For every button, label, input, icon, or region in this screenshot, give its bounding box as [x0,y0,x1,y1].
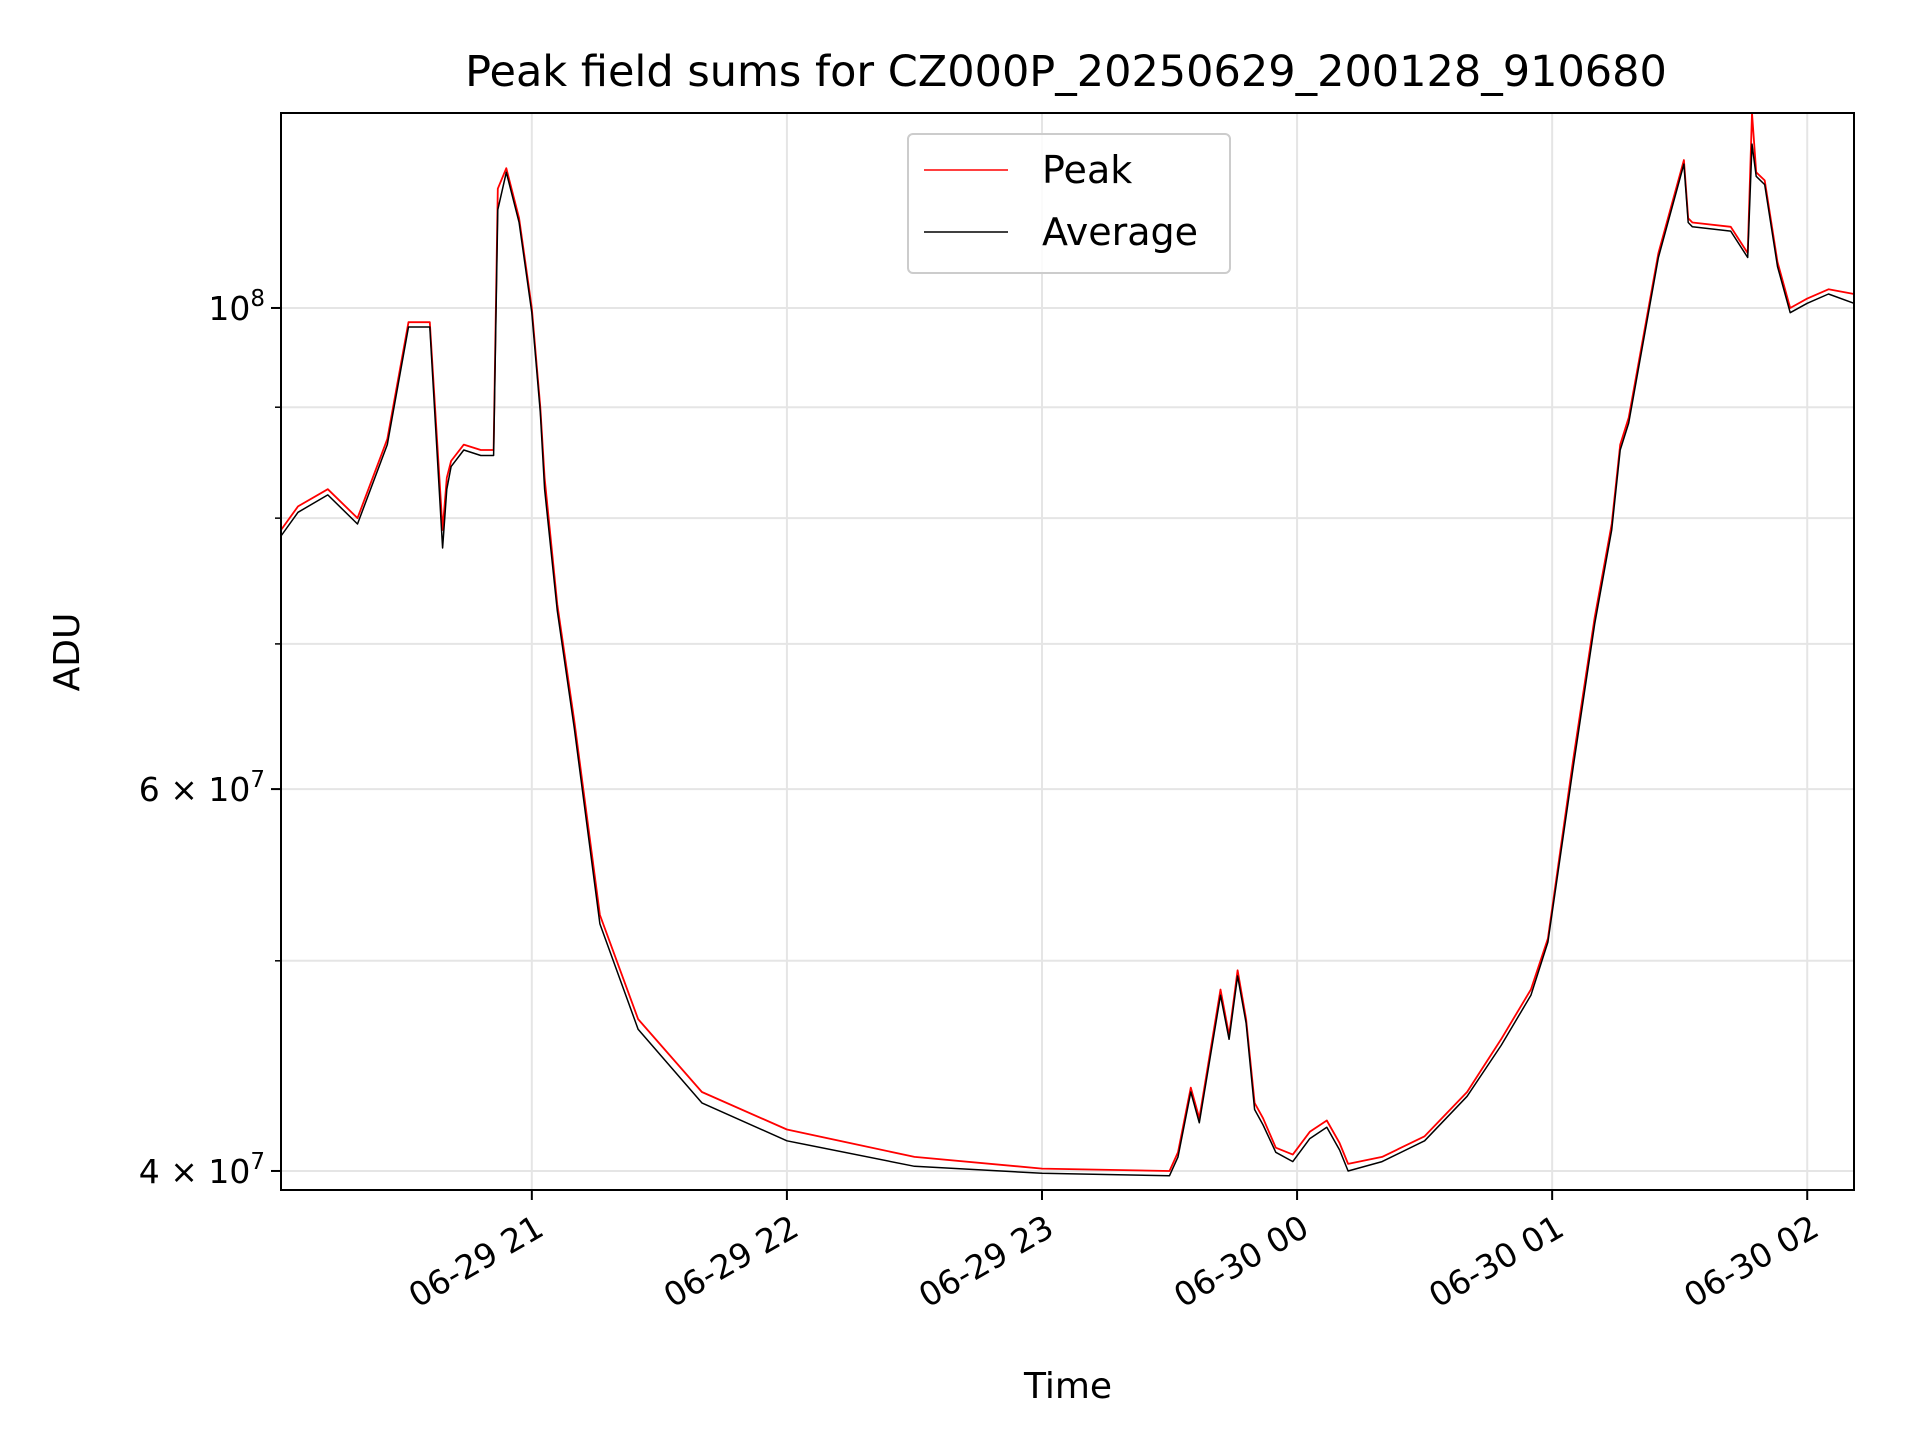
series-line-average [280,143,1855,1177]
y-tick-label-2: 108 [208,286,265,328]
legend: Peak Average [907,133,1231,274]
y-axis: 4 × 107 6 × 107 108 [139,286,281,1191]
x-tick-label-1: 06-29 22 [657,1207,805,1315]
x-tick-label-4: 06-30 01 [1422,1207,1570,1315]
y-tick-label-1: 6 × 107 [139,767,265,809]
chart-title: Peak field sums for CZ000P_20250629_2001… [465,47,1667,97]
x-tick-label-0: 06-29 21 [402,1207,550,1315]
x-axis: 06-29 21 06-29 22 06-29 23 06-30 00 06-30 01… [402,1190,1825,1315]
x-tick-label-2: 06-29 23 [912,1207,1060,1315]
legend-box [907,133,1231,274]
plot-frame [280,112,1855,1191]
y-axis-label: ADU [47,613,88,692]
gridlines [281,113,1854,1190]
legend-label-average: Average [1042,210,1198,254]
x-axis-label: Time [1023,1366,1112,1407]
legend-label-peak: Peak [1042,148,1132,192]
y-tick-label-0: 4 × 107 [139,1149,265,1191]
series-lines [280,112,1855,1177]
x-tick-label-3: 06-30 00 [1167,1207,1315,1315]
x-tick-label-5: 06-30 02 [1677,1207,1825,1315]
